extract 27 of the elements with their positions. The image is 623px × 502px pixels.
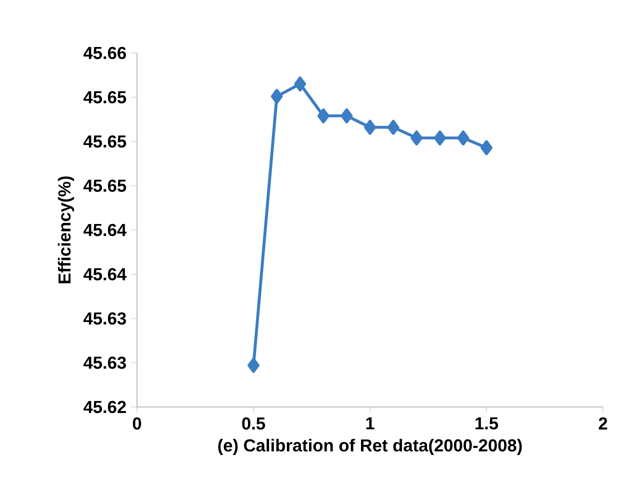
point — [317, 108, 330, 124]
y-tick-label: 45.64 — [83, 224, 127, 236]
point — [340, 108, 353, 124]
y-tick-label: 45.66 — [83, 46, 126, 60]
x-tick-label: 0 — [132, 417, 142, 430]
y-tick-label: 45.62 — [83, 400, 126, 414]
point — [434, 130, 446, 146]
point — [294, 76, 306, 92]
y-tick-label: 45.65 — [83, 91, 126, 104]
y-tick-label: 45.65 — [83, 180, 126, 192]
point — [364, 120, 376, 135]
x-tick-label: 1.5 — [476, 417, 498, 430]
y-axis-title: Efficiency(%) — [58, 176, 74, 284]
x-tick-label: 1 — [366, 417, 374, 430]
point — [410, 130, 423, 146]
y-tick-label: 45.65 — [83, 135, 126, 148]
point — [248, 358, 260, 373]
y-tick-label: 45.63 — [83, 312, 126, 325]
y-tick-label: 45.63 — [83, 356, 126, 369]
x-tick-label: 2 — [598, 417, 608, 430]
y-tick-label: 45.64 — [83, 268, 127, 280]
point — [387, 120, 400, 135]
x-tick-label: 0.5 — [242, 417, 266, 430]
x-axis-title: (e) Calibration of Ret data(2000-2008) — [218, 438, 522, 455]
point — [270, 88, 283, 104]
point — [457, 130, 470, 146]
point — [480, 140, 492, 156]
